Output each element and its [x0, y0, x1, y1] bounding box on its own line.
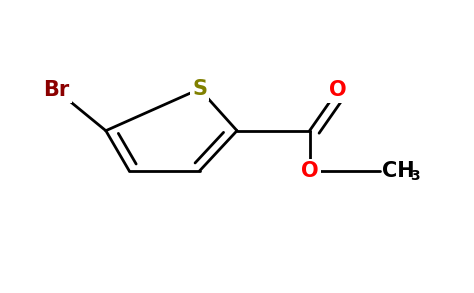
- Text: CH: CH: [382, 161, 415, 181]
- Text: O: O: [329, 81, 346, 100]
- Text: Br: Br: [44, 81, 70, 100]
- Text: 3: 3: [410, 169, 420, 183]
- Text: O: O: [301, 161, 319, 181]
- Text: S: S: [192, 79, 207, 99]
